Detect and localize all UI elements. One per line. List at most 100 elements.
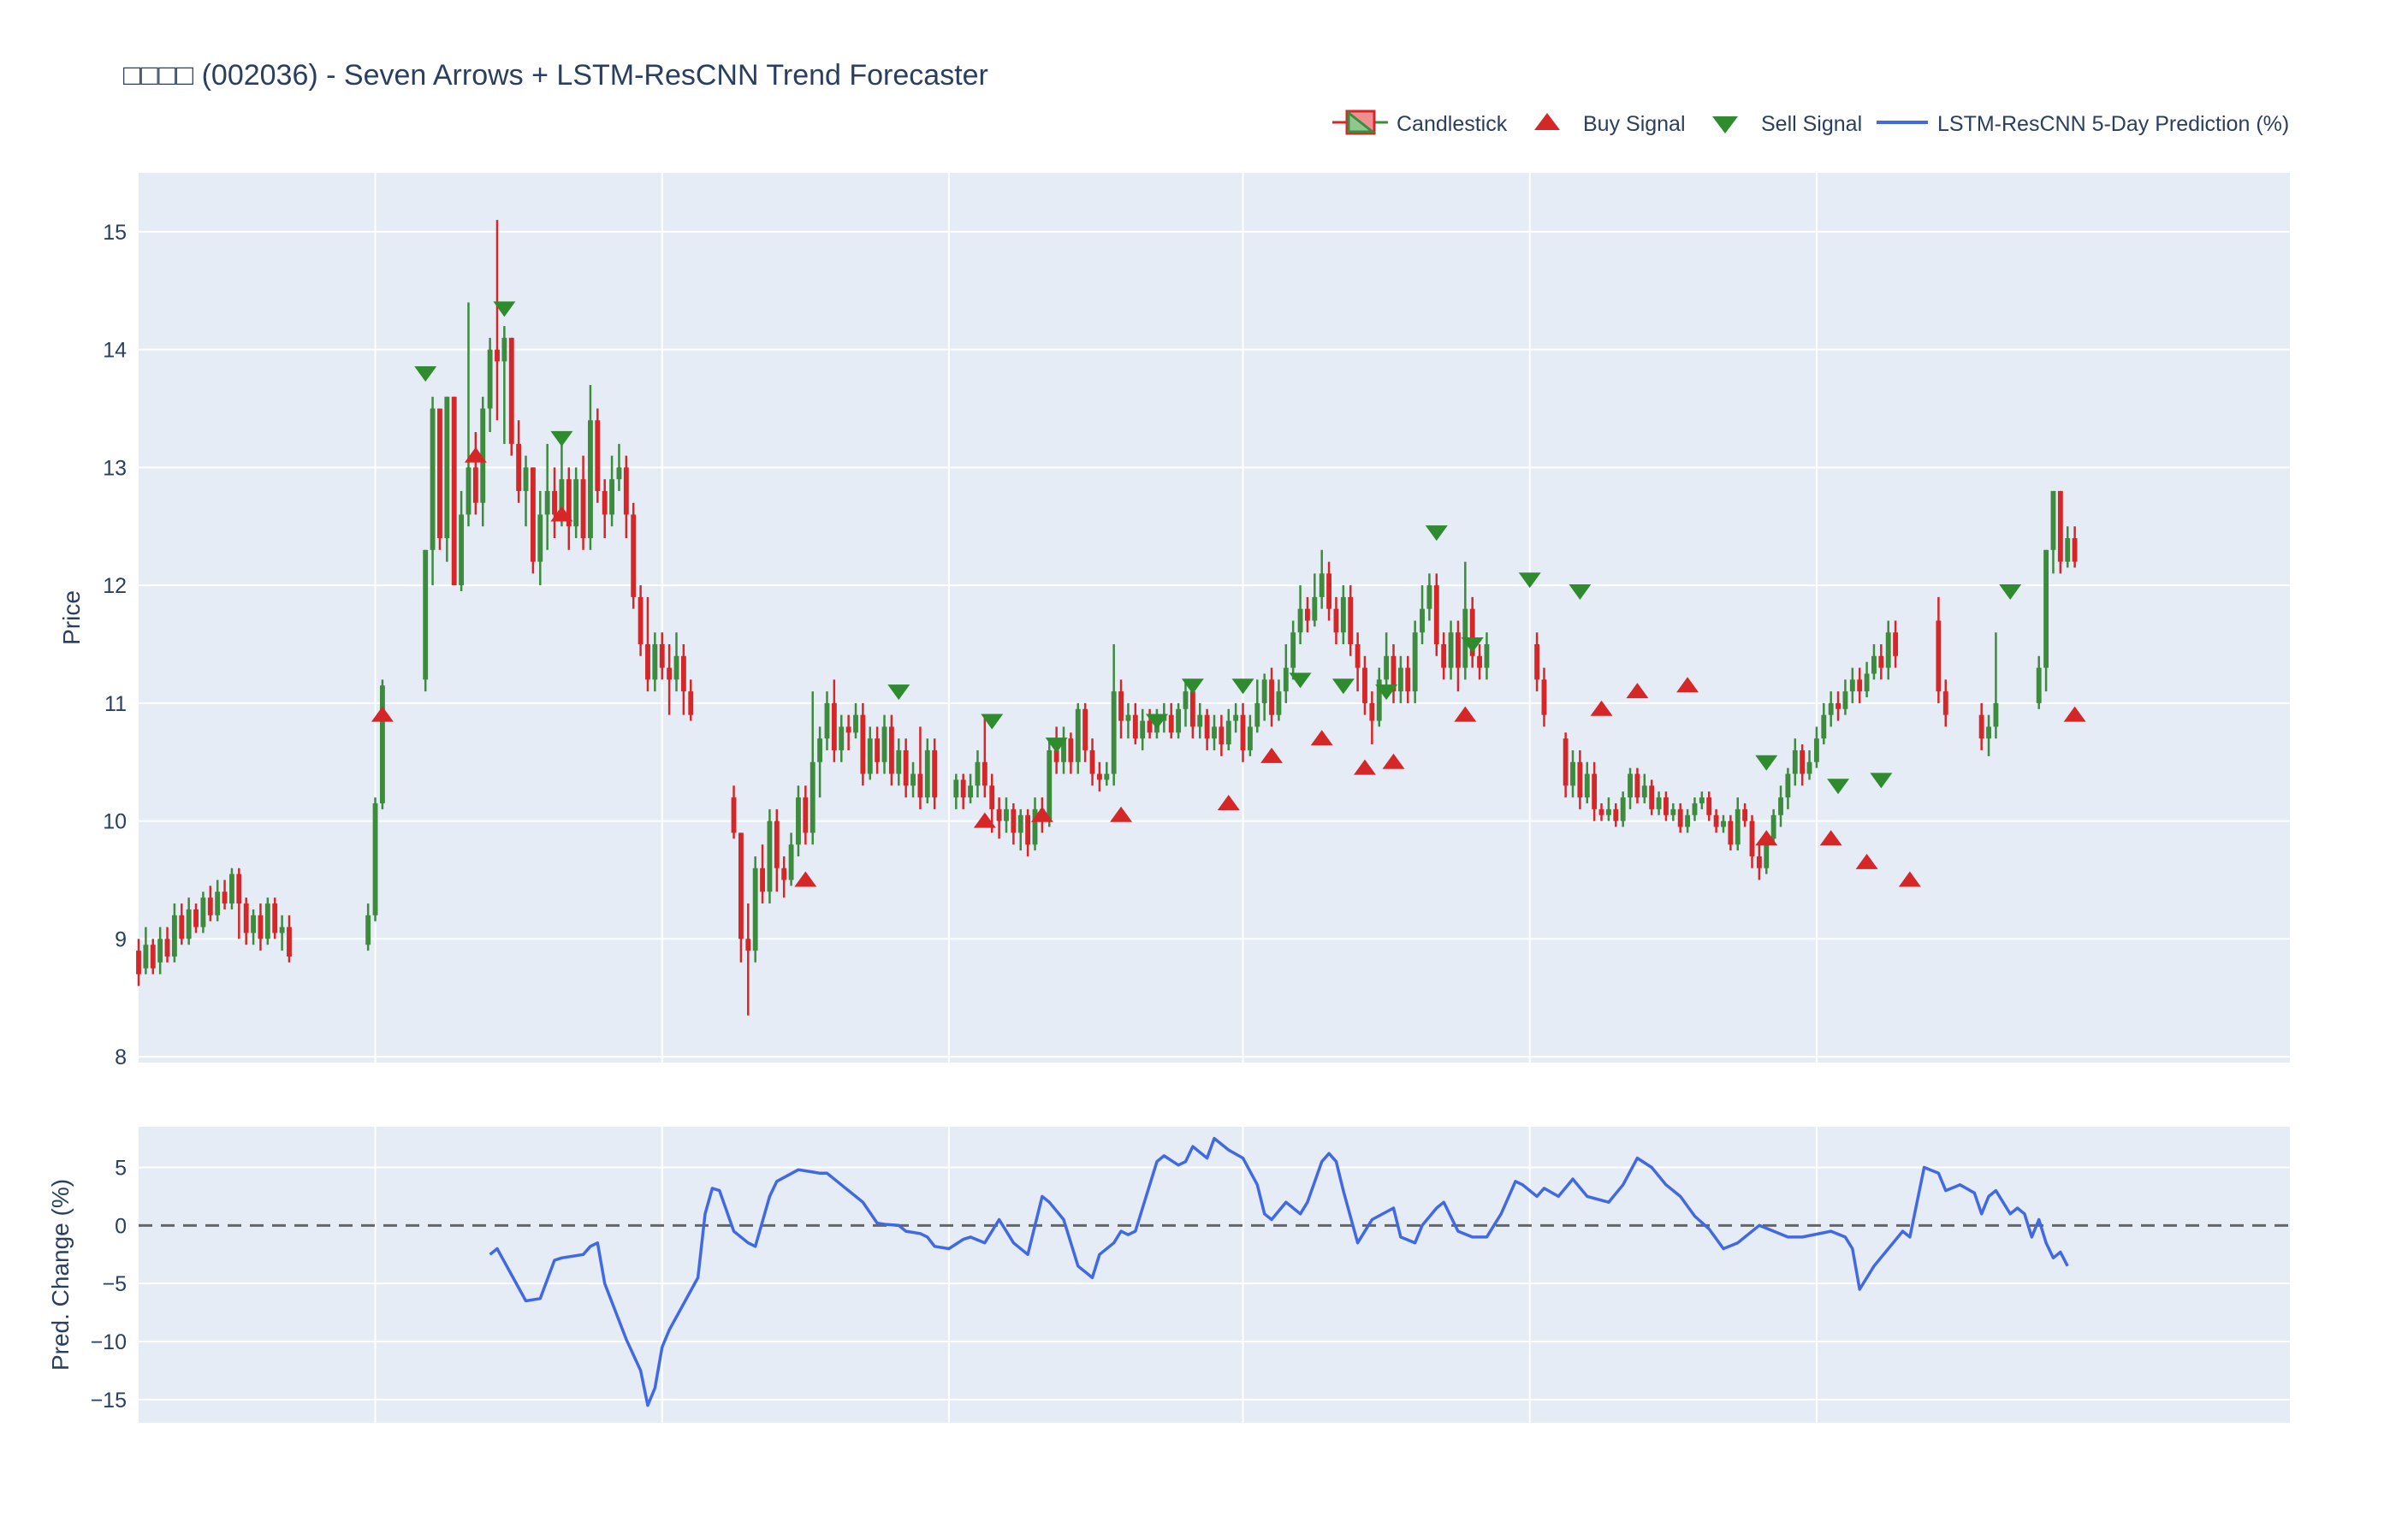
candle-body [860, 714, 866, 774]
price-y-tick-label: 15 [103, 221, 127, 245]
candle-body [1541, 679, 1547, 715]
candle-body [207, 897, 213, 915]
buy-signal-marker [1626, 683, 1649, 699]
candle-body [1620, 797, 1626, 821]
candle-body [1577, 761, 1583, 798]
candle-body [1305, 608, 1310, 621]
buy-signal-marker [1676, 677, 1699, 693]
legend-item-buy-signal[interactable]: Buy Signal [1534, 112, 1686, 136]
candle-body [1362, 667, 1367, 703]
price-axis-title: Price [58, 590, 85, 645]
candle-body [1534, 643, 1540, 680]
candle-body [1355, 643, 1361, 668]
candle-body [437, 408, 442, 539]
candle-body [2036, 667, 2042, 703]
candle-body [1233, 714, 1239, 721]
candle-body [1613, 808, 1619, 821]
sell-signal-marker [1827, 779, 1850, 795]
legend-item-prediction[interactable]: LSTM-ResCNN 5-Day Prediction (%) [1877, 112, 2289, 136]
candle-body [1978, 714, 1984, 739]
candle-body [1017, 814, 1023, 833]
candle-body [1469, 608, 1475, 656]
candle-body [910, 773, 916, 786]
candle-body [566, 479, 572, 527]
candle-body [200, 897, 206, 927]
candle-body [595, 420, 601, 491]
legend-item-sell-signal[interactable]: Sell Signal [1712, 112, 1862, 136]
candle-body [1261, 679, 1267, 703]
candle-body [1061, 738, 1066, 762]
candle-body [516, 443, 522, 491]
candle-body [1168, 714, 1174, 733]
candle-body [1936, 620, 1942, 692]
candle-body [1677, 808, 1683, 827]
buy-signal-marker [1819, 830, 1842, 846]
candle-body [1770, 814, 1776, 839]
candle-body [760, 868, 765, 892]
sell-signal-marker [981, 714, 1004, 730]
candle-body [867, 738, 873, 774]
sell-signal-legend-icon [1712, 116, 1738, 133]
candle-body [968, 785, 974, 798]
candle-body [1290, 632, 1296, 668]
candle-body [1713, 814, 1719, 827]
candle-body [845, 726, 851, 733]
buy-signal-marker [371, 706, 394, 722]
candle-body [875, 738, 881, 762]
sell-signal-marker [1569, 584, 1592, 601]
candle-body [631, 514, 637, 597]
sell-signal-marker [1870, 773, 1893, 789]
candle-body [1068, 738, 1074, 762]
candle-body [1448, 632, 1454, 668]
candle-body [1391, 655, 1397, 692]
candle-body [731, 797, 737, 833]
prediction-y-tick-label: 0 [115, 1214, 127, 1238]
candle-body [1986, 726, 1991, 739]
candle-body [451, 396, 457, 586]
price-gridlines [139, 173, 2290, 1063]
buy-signal-marker [1454, 706, 1477, 722]
legend-item-candlestick[interactable]: Candlestick [1332, 110, 1508, 136]
candle-body [1340, 596, 1346, 633]
candle-body [738, 832, 744, 939]
candle-body [472, 467, 478, 503]
candle-body [1047, 749, 1053, 821]
candle-body [508, 337, 514, 444]
candle-body [193, 909, 199, 927]
candle-body [1297, 608, 1303, 633]
prediction-y-tick-label: −5 [102, 1272, 127, 1296]
buy-signal-marker [1260, 747, 1284, 763]
candle-body [1785, 773, 1791, 798]
candle-body [1004, 808, 1009, 821]
candle-body [588, 420, 593, 539]
legend-label-sell-signal: Sell Signal [1761, 112, 1862, 136]
candle-body [1598, 808, 1604, 815]
candle-body [1885, 632, 1891, 668]
candle-body [379, 685, 385, 803]
candle-body [229, 874, 234, 904]
candle-body [1656, 797, 1662, 809]
candle-body [652, 643, 658, 680]
price-y-tick-label: 11 [104, 692, 127, 716]
buy-signal-marker [1382, 753, 1405, 769]
candle-body [1025, 814, 1031, 845]
candle-body [1254, 702, 1260, 727]
candle-body [222, 891, 228, 904]
candle-body [1384, 655, 1390, 680]
prediction-y-tick-labels: −15 −10 −5 0 5 [91, 1156, 127, 1412]
price-y-tick-labels: 8 9 10 11 12 13 14 15 [103, 221, 127, 1069]
sell-signal-marker [1181, 678, 1204, 695]
candle-body [1721, 820, 1726, 827]
candle-body [1813, 738, 1819, 762]
candle-body [552, 490, 557, 515]
price-y-tick-label: 12 [103, 574, 127, 598]
sell-signal-marker [1331, 678, 1355, 695]
prediction-y-tick-label: −15 [91, 1389, 127, 1413]
candle-body [1942, 691, 1948, 715]
candle-body [1821, 714, 1827, 739]
candle-body [171, 915, 177, 957]
legend[interactable]: Candlestick Buy Signal Sell Signal LSTM-… [1332, 110, 2289, 136]
candle-body [1628, 773, 1633, 798]
candle-body [423, 549, 429, 680]
candle-body [243, 903, 249, 933]
